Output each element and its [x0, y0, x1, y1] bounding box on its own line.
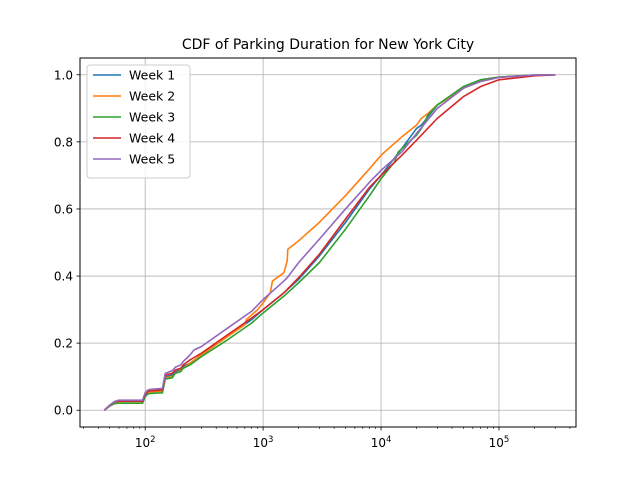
y-tick-label: 1.0: [54, 68, 73, 82]
plot-frame: [79, 57, 577, 428]
y-tick-label: 0.8: [54, 135, 73, 149]
y-tick-label: 0.2: [54, 337, 73, 351]
x-tick-label: 105: [489, 435, 510, 450]
legend: Week 1 Week 2 Week 3 Week 4 Week 5: [86, 64, 191, 179]
x-tick-label: 102: [135, 435, 156, 450]
legend-label: Week 2: [129, 89, 175, 104]
legend-box: [86, 64, 191, 179]
y-tick-label: 0.0: [54, 404, 73, 418]
legend-label: Week 3: [129, 110, 175, 125]
y-tick-label: 0.4: [54, 270, 73, 284]
legend-label: Week 4: [129, 131, 175, 146]
x-tick-label: 104: [371, 435, 392, 450]
x-tick-label: 103: [253, 435, 274, 450]
series-line: [103, 73, 556, 411]
chart-title: CDF of Parking Duration for New York Cit…: [182, 37, 474, 53]
series-line: [103, 73, 556, 411]
series-lines: [103, 73, 556, 411]
axis-ticks: 0.0 0.2 0.4 0.6 0.8 1.0 102 103 104 105: [54, 68, 571, 450]
series-line: [103, 73, 556, 411]
y-tick-label: 0.6: [54, 202, 73, 216]
series-line: [103, 73, 556, 411]
legend-label: Week 5: [129, 152, 175, 167]
legend-label: Week 1: [129, 68, 175, 83]
